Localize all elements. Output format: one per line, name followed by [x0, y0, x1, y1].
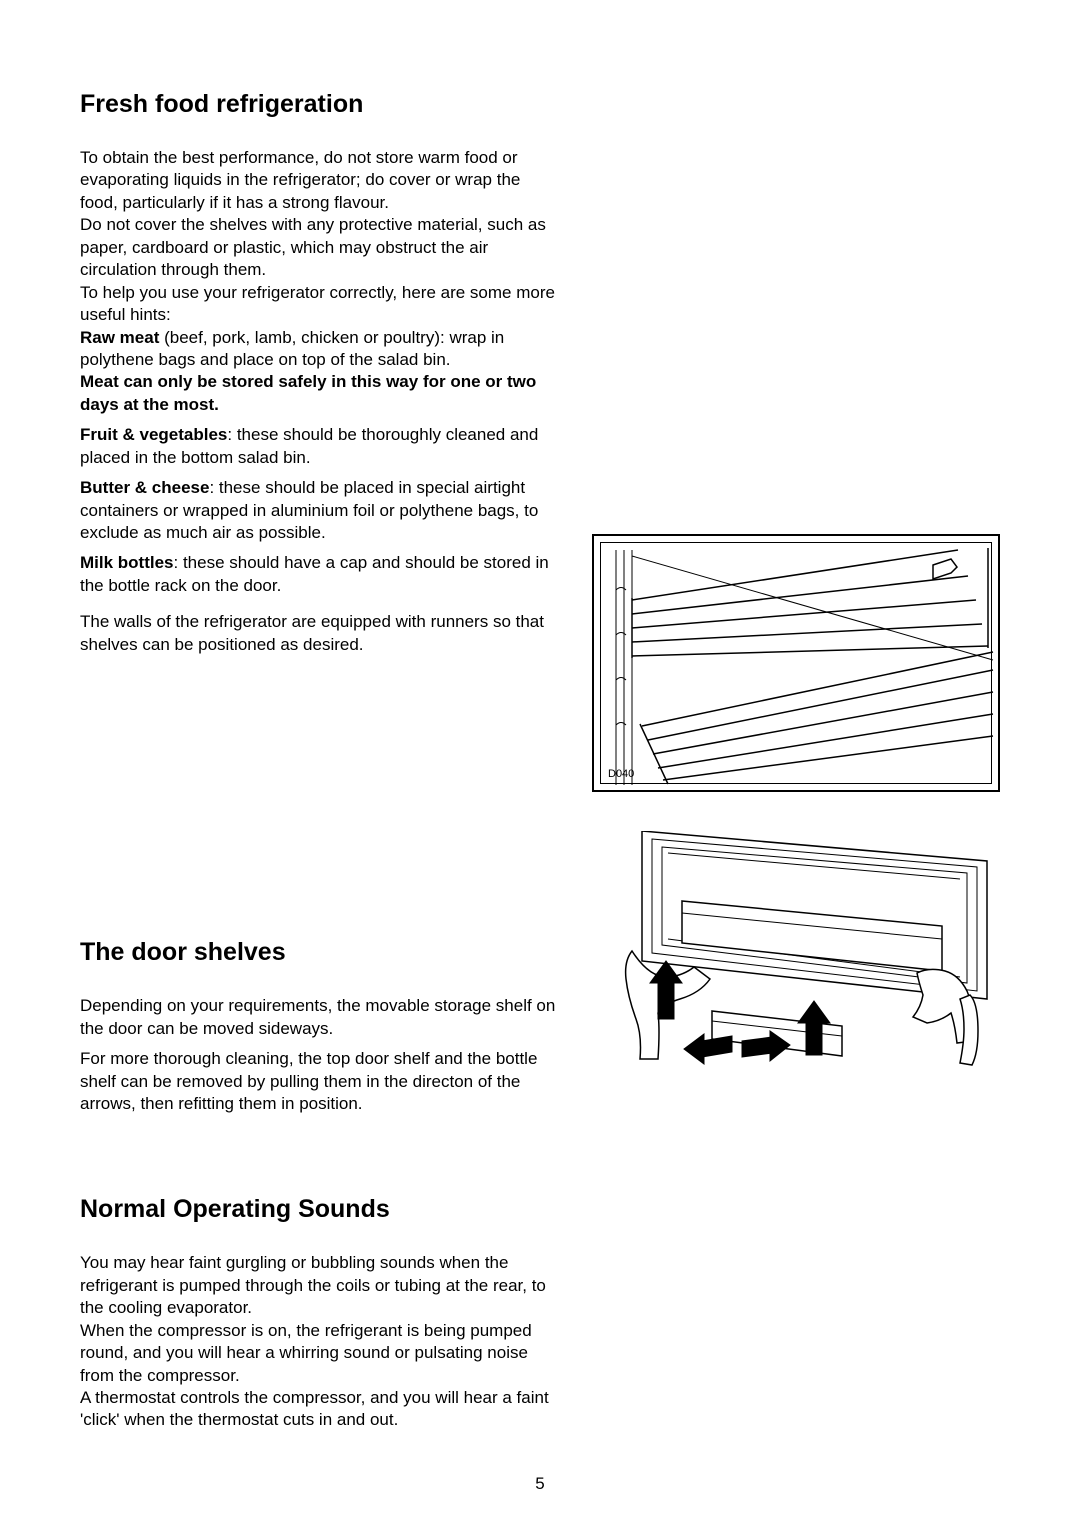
paragraph-warning: Meat can only be stored safely in this w… [80, 371, 560, 416]
page-number: 5 [535, 1474, 544, 1494]
paragraph-raw-meat: Raw meat (beef, pork, lamb, chicken or p… [80, 327, 560, 372]
paragraph: Depending on your requirements, the mova… [80, 995, 560, 1040]
section-body: To obtain the best performance, do not s… [80, 147, 560, 656]
lead-bold: Fruit & vegetables [80, 425, 227, 444]
paragraph-fruit-veg: Fruit & vegetables: these should be thor… [80, 424, 560, 469]
paragraph: To obtain the best performance, do not s… [80, 147, 560, 214]
paragraph: Do not cover the shelves with any protec… [80, 214, 560, 281]
figure-shelf-runners: D040 [592, 534, 1000, 792]
lead-bold: Raw meat [80, 328, 159, 347]
lead-bold: Butter & cheese [80, 478, 209, 497]
paragraph: A thermostat controls the compressor, an… [80, 1387, 560, 1432]
section-title: Normal Operating Sounds [80, 1195, 1000, 1224]
figure-door-shelves [592, 831, 1000, 1067]
paragraph-runners: The walls of the refrigerator are equipp… [80, 611, 560, 656]
section-operating-sounds: Normal Operating Sounds You may hear fai… [80, 1195, 1000, 1432]
section-title: Fresh food refrigeration [80, 90, 1000, 119]
section-body: You may hear faint gurgling or bubbling … [80, 1252, 560, 1432]
door-diagram-svg [592, 831, 1000, 1067]
shelf-diagram-svg [598, 540, 998, 790]
paragraph-butter-cheese: Butter & cheese: these should be placed … [80, 477, 560, 544]
section-body: Depending on your requirements, the mova… [80, 995, 560, 1115]
page: Fresh food refrigeration To obtain the b… [0, 0, 1080, 1514]
paragraph: For more thorough cleaning, the top door… [80, 1048, 560, 1115]
paragraph-milk: Milk bottles: these should have a cap an… [80, 552, 560, 597]
lead-bold: Milk bottles [80, 553, 174, 572]
figure-label: D040 [608, 768, 634, 780]
paragraph: You may hear faint gurgling or bubbling … [80, 1252, 560, 1319]
paragraph: When the compressor is on, the refrigera… [80, 1320, 560, 1387]
paragraph: To help you use your refrigerator correc… [80, 282, 560, 327]
